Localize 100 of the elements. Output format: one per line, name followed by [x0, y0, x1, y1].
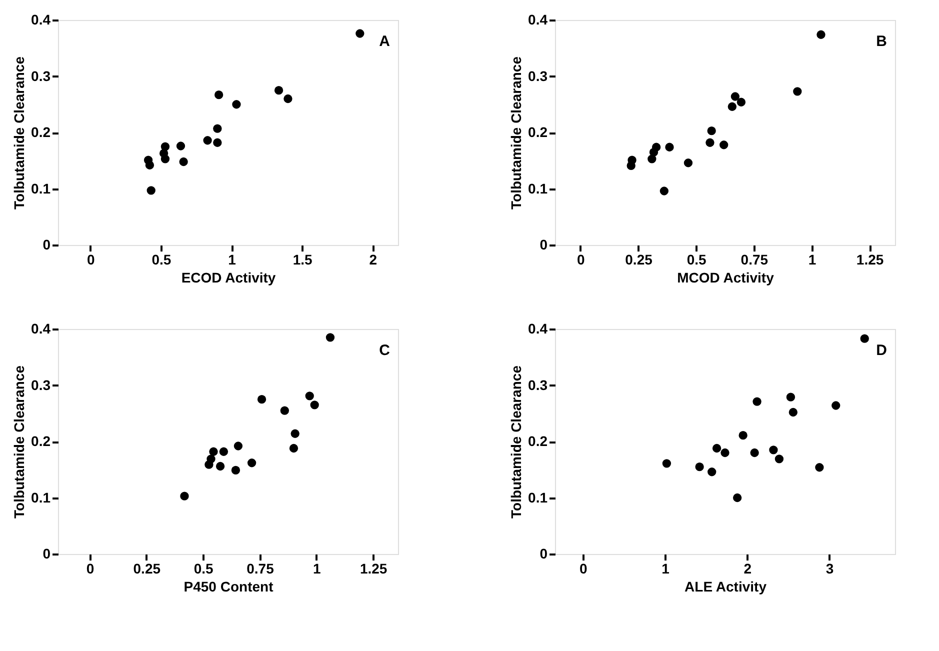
point [788, 408, 798, 417]
x-tick-label: 0.75 [246, 560, 274, 576]
x-tick-label: 0.5 [152, 252, 172, 268]
x-tick-label: 0.25 [625, 252, 653, 268]
x-axis-title: ECOD Activity [181, 270, 276, 286]
x-tick-label: 0.25 [133, 560, 161, 576]
y-axis-title: Tolbutamide Clearance [508, 365, 524, 519]
point [707, 126, 716, 136]
point [626, 161, 636, 170]
y-tick-label: 0.2 [31, 433, 51, 449]
annotation: C [379, 342, 390, 359]
x-tick-label: 1.25 [856, 252, 884, 268]
x-tick-label: 0.5 [686, 252, 707, 268]
point [708, 468, 716, 476]
point [280, 406, 289, 415]
point [180, 492, 189, 500]
point [750, 448, 759, 458]
x-axis-title: P450 Content [184, 578, 274, 594]
annotation: A [379, 33, 390, 50]
y-tick-label: 0.2 [528, 124, 548, 140]
x-tick-label: 1 [808, 252, 816, 268]
point [720, 448, 730, 458]
y-tick-label: 0.4 [528, 12, 548, 28]
point [816, 30, 826, 39]
point [290, 429, 300, 438]
y-tick-label: 0.4 [528, 320, 548, 336]
x-tick-label: 2 [369, 252, 378, 268]
point [356, 29, 364, 38]
x-axis-title: MCOD Activity [677, 270, 774, 286]
y-tick-label: 0 [42, 546, 51, 562]
point [274, 86, 284, 95]
y-tick-label: 0.1 [528, 489, 548, 506]
point [732, 493, 742, 502]
point [774, 454, 784, 464]
point [769, 446, 778, 454]
point [216, 462, 225, 471]
x-tick-label: 1.5 [292, 252, 313, 268]
x-tick-label: 1 [228, 252, 236, 268]
x-tick-label: 2 [744, 560, 752, 576]
y-tick-label: 0.2 [31, 124, 51, 140]
y-tick-label: 0.3 [528, 376, 548, 393]
annotation: D [876, 342, 888, 359]
point [648, 154, 656, 164]
point [160, 154, 170, 164]
y-axis-title: Tolbutamide Clearance [508, 56, 524, 210]
y-tick-label: 0.4 [31, 12, 51, 28]
y-tick-label: 0.3 [31, 68, 51, 84]
point [204, 460, 214, 469]
point [730, 92, 740, 101]
point [289, 444, 298, 453]
y-tick-label: 0 [42, 236, 51, 252]
point [234, 442, 243, 450]
point [146, 186, 156, 195]
point [793, 87, 802, 96]
x-tick-label: 0 [580, 560, 588, 576]
x-tick-label: 0 [86, 560, 94, 576]
point [712, 444, 722, 453]
y-tick-label: 0.4 [31, 320, 51, 336]
point [815, 463, 824, 472]
point [213, 124, 222, 133]
point [213, 138, 222, 147]
point [665, 142, 674, 152]
point [176, 142, 186, 150]
point [310, 400, 319, 410]
point [649, 148, 658, 157]
point [660, 186, 668, 196]
y-tick-label: 0.1 [31, 180, 51, 196]
point [219, 447, 228, 456]
x-tick-label: 1 [313, 560, 321, 576]
x-tick-label: 1.25 [360, 560, 388, 576]
point [232, 100, 241, 109]
point [662, 459, 672, 468]
point [214, 90, 224, 100]
y-tick-label: 0.1 [31, 489, 51, 506]
point [284, 94, 292, 104]
x-tick-label: 3 [826, 560, 834, 576]
y-tick-label: 0 [540, 236, 548, 252]
point [728, 102, 736, 111]
x-tick-label: 0 [87, 252, 96, 268]
x-tick-label: 0.5 [194, 560, 214, 576]
x-tick-label: 0 [577, 252, 586, 268]
y-tick-label: 0.1 [528, 180, 548, 196]
point [706, 138, 714, 147]
point [695, 462, 704, 472]
point [257, 394, 266, 404]
point [720, 140, 728, 150]
y-tick-label: 0.3 [528, 68, 548, 84]
annotation: B [876, 33, 888, 50]
point [326, 333, 335, 342]
point [145, 160, 154, 170]
x-axis-title: ALE Activity [684, 578, 767, 594]
y-axis-title: Tolbutamide Clearance [11, 56, 28, 210]
y-axis-title: Tolbutamide Clearance [11, 365, 28, 519]
point [860, 334, 869, 343]
point [179, 157, 188, 166]
x-tick-label: 0.75 [740, 252, 768, 268]
x-tick-label: 1 [662, 560, 670, 576]
point [752, 397, 762, 406]
point [832, 401, 840, 410]
point [247, 458, 256, 468]
